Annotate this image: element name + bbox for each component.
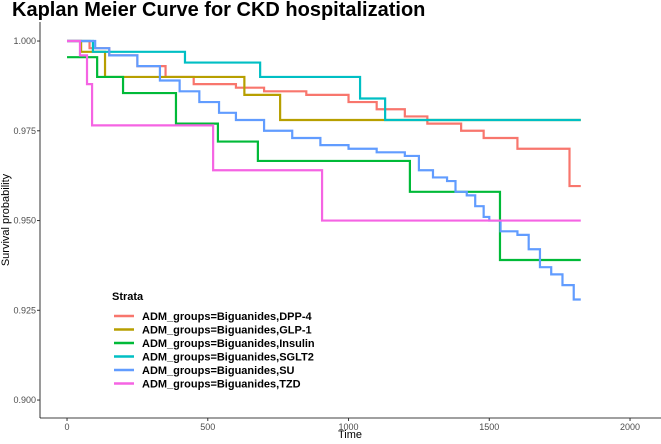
survival-curve [67,39,581,301]
legend-label: ADM_groups=Biguanides,Insulin [142,338,315,350]
survival-curve [67,39,581,122]
legend-label: ADM_groups=Biguanides,SU [142,365,295,377]
y-tick-label: 0.925 [13,305,36,315]
x-tick-label: 0 [65,422,70,432]
x-axis-title: Time [338,429,362,441]
x-tick-label: 500 [200,422,215,432]
legend-title: Strata [112,291,144,303]
survival-curve [67,39,581,222]
x-tick-label: 1000 [339,422,359,432]
legend-label: ADM_groups=Biguanides,GLP-1 [142,325,312,337]
legend-label: ADM_groups=Biguanides,TZD [142,379,301,391]
legend-label: ADM_groups=Biguanides,DPP-4 [142,311,312,323]
survival-curve [67,56,581,262]
y-axis-title: Survival probability [0,173,12,266]
y-tick-label: 0.900 [13,395,36,405]
legend-label: ADM_groups=Biguanides,SGLT2 [142,352,314,364]
x-tick-label: 1500 [479,422,499,432]
chart-title: Kaplan Meier Curve for CKD hospitalizati… [12,0,425,21]
y-tick-label: 0.950 [13,216,36,226]
survival-curve [67,39,581,122]
x-tick-label: 2000 [620,422,640,432]
survival-curve [67,39,581,188]
y-tick-label: 1.000 [13,36,36,46]
y-tick-label: 0.975 [13,126,36,136]
